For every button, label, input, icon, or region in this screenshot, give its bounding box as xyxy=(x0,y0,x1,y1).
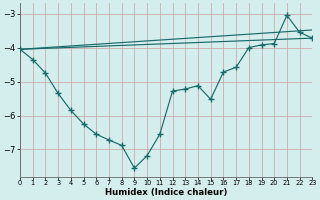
X-axis label: Humidex (Indice chaleur): Humidex (Indice chaleur) xyxy=(105,188,228,197)
